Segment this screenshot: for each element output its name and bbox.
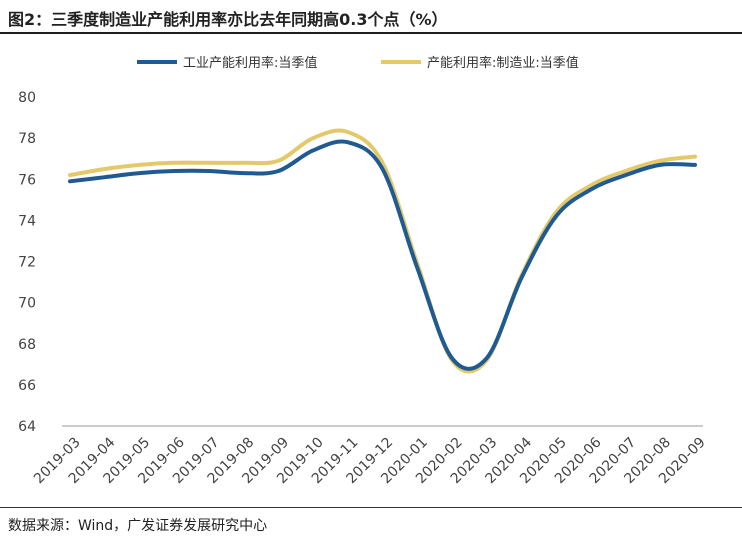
y-tick-label: 64 <box>18 419 36 435</box>
chart-title: 图2：三季度制造业产能利用率亦比去年同期高0.3个点（%） <box>8 10 448 29</box>
y-tick-label: 74 <box>18 213 36 229</box>
y-axis: 64 66 68 70 72 74 76 78 80 <box>18 90 36 435</box>
legend: 工业产能利用率:当季值 产能利用率:制造业:当季值 <box>137 55 579 71</box>
title-divider <box>0 32 742 34</box>
x-axis: 2019-032019-042019-052019-062019-072019-… <box>31 425 709 487</box>
series-lines <box>68 128 697 374</box>
line-chart: 工业产能利用率:当季值 产能利用率:制造业:当季值 64 66 68 70 72 74 76 7… <box>18 55 709 487</box>
y-tick-label: 68 <box>18 337 36 353</box>
source-note: 数据来源：Wind，广发证券发展研究中心 <box>8 518 268 534</box>
y-tick-label: 78 <box>18 131 36 147</box>
y-tick-label: 76 <box>18 172 36 188</box>
y-tick-label: 80 <box>18 90 36 106</box>
y-tick-label: 70 <box>18 296 36 312</box>
legend-label-2: 产能利用率:制造业:当季值 <box>427 55 579 71</box>
series-line-1 <box>68 139 697 371</box>
y-tick-label: 66 <box>18 378 36 394</box>
source-divider <box>0 507 742 508</box>
legend-label-1: 工业产能利用率:当季值 <box>183 55 317 71</box>
series-line-2 <box>68 128 697 374</box>
y-tick-label: 72 <box>18 255 36 271</box>
